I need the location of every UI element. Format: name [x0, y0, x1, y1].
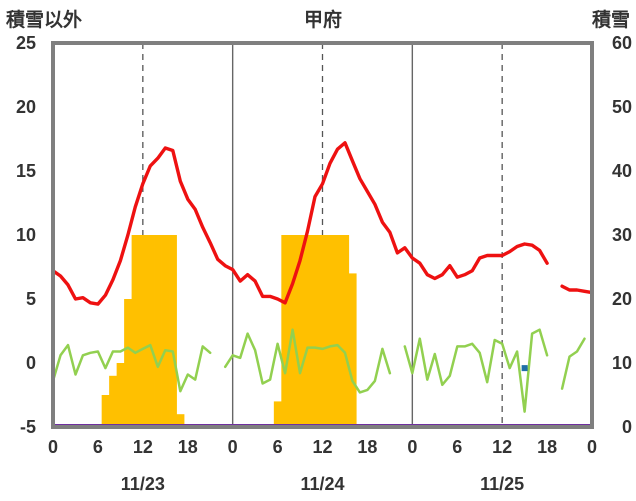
left-tick-label: -5: [20, 417, 36, 437]
right-tick-label: 10: [612, 353, 632, 373]
x-tick-label: 0: [48, 437, 58, 457]
x-tick-label: 12: [133, 437, 153, 457]
wind-line: [51, 343, 212, 393]
x-tick-label: 6: [273, 437, 283, 457]
x-tick-label: 18: [357, 437, 377, 457]
snow-depth-bar: [161, 235, 170, 427]
right-tick-label: 30: [612, 225, 632, 245]
wind-line: [223, 328, 392, 394]
snow-depth-bar: [273, 401, 282, 427]
x-axis-ticks: 0 6 12 18 0 6 12 18 0 6 12 18 0: [48, 437, 597, 457]
snow-depth-bar: [311, 235, 320, 427]
x-tick-label: 12: [492, 437, 512, 457]
wind-line: [403, 328, 549, 413]
snow-depth-bar: [318, 235, 327, 427]
x-tick-label: 0: [587, 437, 597, 457]
left-tick-label: 5: [26, 289, 36, 309]
snow-depth-bar: [326, 235, 335, 427]
snow-depth-bar: [109, 375, 118, 427]
snow-depth-bar: [348, 273, 357, 427]
date-label: 11/25: [480, 474, 524, 494]
left-axis-title: 積雪以外: [6, 8, 82, 31]
snow-depth-bars: [101, 235, 357, 427]
snow-depth-bar: [154, 235, 162, 427]
left-axis-ticks: 25 20 15 10 5 0 -5: [16, 33, 36, 437]
snow-depth-bar: [281, 235, 290, 427]
right-tick-label: 40: [612, 161, 632, 181]
left-tick-label: 25: [16, 33, 36, 53]
temperature-line: [51, 141, 549, 306]
snow-depth-bar: [116, 363, 125, 427]
temperature-line: [560, 284, 594, 295]
x-tick-label: 0: [228, 437, 238, 457]
snow-depth-bar: [333, 235, 342, 427]
marker-point: [521, 365, 528, 372]
right-tick-label: 0: [622, 417, 632, 437]
x-tick-label: 0: [407, 437, 417, 457]
right-axis-ticks: 60 50 40 30 20 10 0: [612, 33, 632, 437]
plot-border: [51, 41, 594, 429]
left-tick-label: 20: [16, 97, 36, 117]
left-tick-label: 0: [26, 353, 36, 373]
snow-depth-bar: [303, 235, 312, 427]
right-axis-title: 積雪: [592, 8, 630, 31]
right-tick-label: 20: [612, 289, 632, 309]
snow-depth-bar: [296, 235, 305, 427]
snow-depth-bar: [124, 299, 133, 427]
left-tick-label: 15: [16, 161, 36, 181]
plot-frame: [51, 41, 594, 429]
snow-depth-bar: [131, 235, 140, 427]
x-tick-label: 18: [178, 437, 198, 457]
chart-title: 甲府: [304, 8, 342, 31]
left-tick-label: 10: [16, 225, 36, 245]
x-tick-label: 12: [312, 437, 332, 457]
snow-depth-bar: [101, 395, 110, 427]
snow-depth-bar: [176, 414, 185, 427]
date-label: 11/23: [121, 474, 165, 494]
x-tick-label: 6: [452, 437, 462, 457]
x-tick-label: 18: [537, 437, 557, 457]
snow-depth-bar: [146, 235, 155, 427]
snow-depth-bar: [139, 235, 147, 427]
date-labels: 11/23 11/24 11/25: [121, 474, 524, 494]
snow-depth-bar: [341, 235, 350, 427]
right-tick-label: 50: [612, 97, 632, 117]
snow-depth-bar: [169, 235, 177, 427]
date-label: 11/24: [300, 474, 344, 494]
x-tick-label: 6: [93, 437, 103, 457]
wind-line: [560, 337, 586, 390]
right-tick-label: 60: [612, 33, 632, 53]
